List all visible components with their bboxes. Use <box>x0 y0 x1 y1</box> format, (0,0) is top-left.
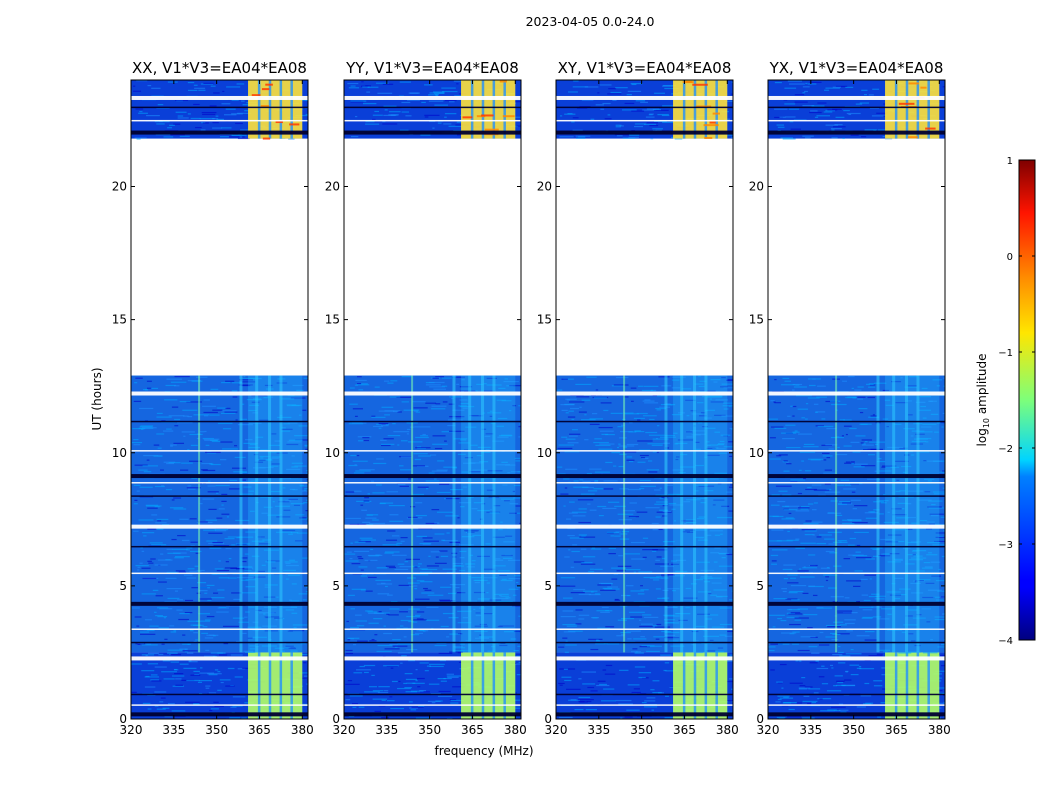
colorbar-tick-label: −4 <box>998 636 1013 647</box>
x-tick-label: 380 <box>504 723 527 737</box>
colorbar-tick-label: 1 <box>1007 156 1013 167</box>
colorbar-label-subscript: 10 <box>982 418 991 428</box>
panel-1: XX, V1*V3=EA04*EA08 320 335 350 365 380 0 5 10 15… <box>112 59 314 737</box>
panel-frame <box>130 79 309 720</box>
x-tick-label: 335 <box>587 723 610 737</box>
y-tick-label: 5 <box>756 579 764 593</box>
x-tick-label: 320 <box>333 723 356 737</box>
x-tick-label: 365 <box>461 723 484 737</box>
colorbar-tick-label: 0 <box>1007 252 1013 263</box>
panel-2: YY, V1*V3=EA04*EA08 320 335 350 365 380 0 5 10 15… <box>325 59 527 737</box>
y-tick-label: 10 <box>325 446 340 460</box>
y-tick-label: 15 <box>325 313 340 327</box>
bright-band <box>248 652 303 719</box>
y-tick-label: 5 <box>119 579 127 593</box>
x-tick-label: 380 <box>716 723 739 737</box>
panel-title: YX, V1*V3=EA04*EA08 <box>769 59 944 77</box>
y-tick-label: 5 <box>332 579 340 593</box>
x-tick-label: 365 <box>248 723 271 737</box>
colorbar-gradient <box>1018 159 1036 641</box>
y-tick-label: 20 <box>112 180 127 194</box>
panel-frame <box>555 79 734 720</box>
y-axis-label: UT (hours) <box>90 367 104 430</box>
x-tick-label: 365 <box>885 723 908 737</box>
x-tick-label: 320 <box>120 723 143 737</box>
colorbar-ticks: 1 0 −1 −2 −3 −4 <box>998 156 1035 647</box>
x-tick-label: 380 <box>928 723 951 737</box>
x-tick-label: 365 <box>673 723 696 737</box>
figure-title: 2023-04-05 0.0-24.0 <box>526 14 655 29</box>
y-tick-label: 15 <box>537 313 552 327</box>
x-tick-label: 320 <box>545 723 568 737</box>
x-tick-label: 350 <box>205 723 228 737</box>
bright-band <box>461 652 516 719</box>
y-tick-label: 10 <box>749 446 764 460</box>
y-tick-label: 0 <box>544 712 552 726</box>
y-tick-label: 0 <box>332 712 340 726</box>
bright-band <box>248 80 303 139</box>
y-tick-label: 15 <box>112 313 127 327</box>
panel-3: XY, V1*V3=EA04*EA08 320 335 350 365 380 0 5 10 15… <box>537 59 739 737</box>
panel-title: XY, V1*V3=EA04*EA08 <box>558 59 732 77</box>
panels: XX, V1*V3=EA04*EA08 320 335 350 365 380 0 5 10 15… <box>112 59 951 737</box>
x-tick-label: 350 <box>842 723 865 737</box>
x-tick-label: 335 <box>162 723 185 737</box>
y-tick-label: 0 <box>756 712 764 726</box>
x-tick-label: 350 <box>418 723 441 737</box>
x-tick-label: 320 <box>757 723 780 737</box>
y-tick-label: 20 <box>749 180 764 194</box>
colorbar-label: log10 amplitude <box>975 354 991 447</box>
colorbar-label-prefix: log <box>975 428 989 446</box>
y-tick-label: 10 <box>537 446 552 460</box>
colorbar-tick-label: −3 <box>998 540 1013 551</box>
bright-band <box>673 80 728 139</box>
colorbar-tick-label: −2 <box>998 444 1013 455</box>
y-tick-label: 5 <box>544 579 552 593</box>
panel-heatmap <box>131 80 308 719</box>
x-tick-label: 335 <box>799 723 822 737</box>
y-tick-label: 0 <box>119 712 127 726</box>
panel-heatmap <box>344 80 521 719</box>
x-tick-label: 350 <box>630 723 653 737</box>
y-tick-label: 10 <box>112 446 127 460</box>
bright-band <box>885 80 940 139</box>
panel-frame <box>767 79 946 720</box>
y-tick-label: 20 <box>325 180 340 194</box>
colorbar: 10−1−2−3−4 log10 amplitude <box>975 156 1036 647</box>
y-tick-label: 20 <box>537 180 552 194</box>
colorbar-label-suffix: amplitude <box>975 354 989 418</box>
panel-frame <box>343 79 522 720</box>
panel-title: XX, V1*V3=EA04*EA08 <box>132 59 307 77</box>
bright-band <box>673 652 728 719</box>
panel-heatmap <box>768 80 945 719</box>
x-tick-label: 335 <box>375 723 398 737</box>
panel-title: YY, V1*V3=EA04*EA08 <box>345 59 519 77</box>
y-tick-label: 15 <box>749 313 764 327</box>
panel-4: YX, V1*V3=EA04*EA08 320 335 350 365 380 0 5 10 15… <box>749 59 951 737</box>
colorbar-tick-label: −1 <box>998 348 1013 359</box>
x-tick-label: 380 <box>291 723 314 737</box>
panel-heatmap <box>556 80 733 719</box>
bright-band <box>885 652 940 719</box>
x-axis-label: frequency (MHz) <box>434 744 533 758</box>
